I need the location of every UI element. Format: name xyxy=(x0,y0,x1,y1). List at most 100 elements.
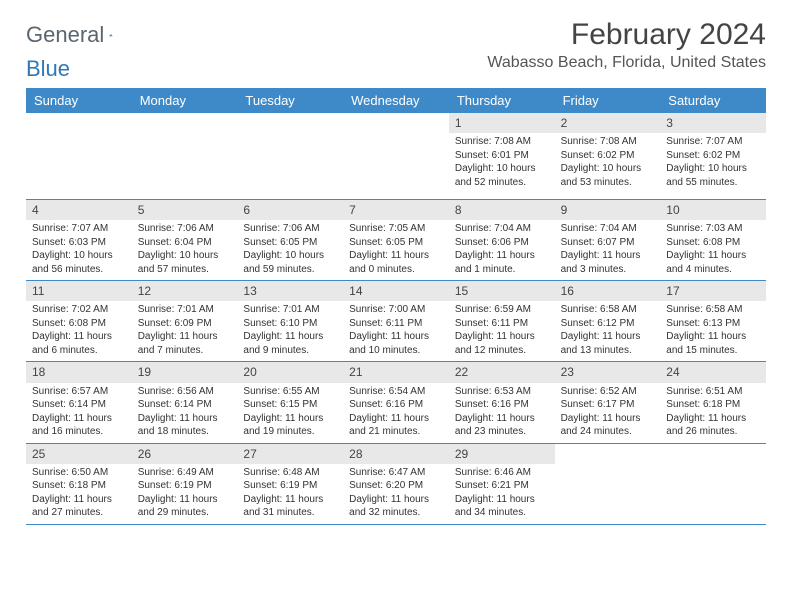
daylight-line: Daylight: 11 hours xyxy=(349,493,443,507)
daylight-line: and 16 minutes. xyxy=(32,425,126,439)
logo-sail-icon xyxy=(109,26,113,44)
sunset-line: Sunset: 6:02 PM xyxy=(666,149,760,163)
location-subtitle: Wabasso Beach, Florida, United States xyxy=(487,54,766,72)
calendar-cell: 10Sunrise: 7:03 AMSunset: 6:08 PMDayligh… xyxy=(660,200,766,280)
sunrise-line: Sunrise: 6:57 AM xyxy=(32,385,126,399)
calendar-cell: 14Sunrise: 7:00 AMSunset: 6:11 PMDayligh… xyxy=(343,281,449,361)
calendar-cell: 28Sunrise: 6:47 AMSunset: 6:20 PMDayligh… xyxy=(343,444,449,524)
day-number: 2 xyxy=(555,113,661,133)
daylight-line: Daylight: 10 hours xyxy=(455,162,549,176)
sunset-line: Sunset: 6:03 PM xyxy=(32,236,126,250)
calendar-cell: 11Sunrise: 7:02 AMSunset: 6:08 PMDayligh… xyxy=(26,281,132,361)
daylight-line: and 6 minutes. xyxy=(32,344,126,358)
daylight-line: and 24 minutes. xyxy=(561,425,655,439)
daylight-line: and 12 minutes. xyxy=(455,344,549,358)
sunset-line: Sunset: 6:09 PM xyxy=(138,317,232,331)
sunrise-line: Sunrise: 6:59 AM xyxy=(455,303,549,317)
calendar-week: 11 Sunrise: 7:02 AMSunset: 6:08 PM Dayligh… xyxy=(26,281,766,362)
calendar-cell: 7Sunrise: 7:05 AMSunset: 6:05 PMDaylight… xyxy=(343,200,449,280)
calendar-cell xyxy=(555,444,661,524)
sunset-line: Sunset: 6:21 PM xyxy=(455,479,549,493)
sunrise-line: Sunrise: 7:03 AM xyxy=(666,222,760,236)
sunrise-line: Sunrise: 6:58 AM xyxy=(666,303,760,317)
daylight-line: Daylight: 10 hours xyxy=(243,249,337,263)
sunrise-line: Sunrise: 6:51 AM xyxy=(666,385,760,399)
sunset-line: Sunset: 6:04 PM xyxy=(138,236,232,250)
sunset-line: Sunset: 6:08 PM xyxy=(666,236,760,250)
calendar-cell: 23Sunrise: 6:52 AMSunset: 6:17 PMDayligh… xyxy=(555,362,661,442)
sunrise-line: Sunrise: 7:08 AM xyxy=(561,135,655,149)
sunrise-line: Sunrise: 6:52 AM xyxy=(561,385,655,399)
daylight-line: Daylight: 11 hours xyxy=(561,412,655,426)
daylight-line: and 0 minutes. xyxy=(349,263,443,277)
daylight-line: Daylight: 11 hours xyxy=(666,330,760,344)
daylight-line: Daylight: 11 hours xyxy=(561,249,655,263)
calendar-grid: Sunday Monday Tuesday Wednesday Thursday… xyxy=(26,88,766,525)
calendar-cell: 1Sunrise: 7:08 AMSunset: 6:01 PMDaylight… xyxy=(449,113,555,199)
day-number: 3 xyxy=(660,113,766,133)
daylight-line: and 19 minutes. xyxy=(243,425,337,439)
month-title: February 2024 xyxy=(487,18,766,52)
sunset-line: Sunset: 6:08 PM xyxy=(32,317,126,331)
sunset-line: Sunset: 6:16 PM xyxy=(455,398,549,412)
calendar-cell: 26Sunrise: 6:49 AMSunset: 6:19 PMDayligh… xyxy=(132,444,238,524)
daylight-line: Daylight: 10 hours xyxy=(138,249,232,263)
sunrise-line: Sunrise: 6:56 AM xyxy=(138,385,232,399)
day-number: 6 xyxy=(237,200,343,220)
sunset-line: Sunset: 6:05 PM xyxy=(349,236,443,250)
sunset-line: Sunset: 6:10 PM xyxy=(243,317,337,331)
sunset-line: Sunset: 6:19 PM xyxy=(243,479,337,493)
daylight-line: Daylight: 11 hours xyxy=(349,330,443,344)
day-number: 19 xyxy=(132,362,238,382)
daylight-line: Daylight: 11 hours xyxy=(455,330,549,344)
daylight-line: and 32 minutes. xyxy=(349,506,443,520)
sunrise-line: Sunrise: 6:54 AM xyxy=(349,385,443,399)
calendar-cell: 24Sunrise: 6:51 AMSunset: 6:18 PMDayligh… xyxy=(660,362,766,442)
weekday-header: Friday xyxy=(555,88,661,113)
sunset-line: Sunset: 6:07 PM xyxy=(561,236,655,250)
calendar-cell: 6Sunrise: 7:06 AMSunset: 6:05 PMDaylight… xyxy=(237,200,343,280)
day-number: 10 xyxy=(660,200,766,220)
day-number: 14 xyxy=(343,281,449,301)
daylight-line: and 59 minutes. xyxy=(243,263,337,277)
day-number: 24 xyxy=(660,362,766,382)
sunset-line: Sunset: 6:14 PM xyxy=(32,398,126,412)
daylight-line: Daylight: 11 hours xyxy=(243,412,337,426)
day-number: 7 xyxy=(343,200,449,220)
calendar-week: 25Sunrise: 6:50 AMSunset: 6:18 PMDayligh… xyxy=(26,444,766,525)
daylight-line: and 10 minutes. xyxy=(349,344,443,358)
logo: General xyxy=(26,22,133,48)
daylight-line: Daylight: 11 hours xyxy=(32,493,126,507)
day-number: 22 xyxy=(449,362,555,382)
sunrise-line: Sunrise: 7:06 AM xyxy=(243,222,337,236)
daylight-line: and 57 minutes. xyxy=(138,263,232,277)
daylight-line: and 4 minutes. xyxy=(666,263,760,277)
daylight-line: and 55 minutes. xyxy=(666,176,760,190)
sunrise-line: Sunrise: 7:02 AM xyxy=(32,303,126,317)
daylight-line: and 31 minutes. xyxy=(243,506,337,520)
sunrise-line: Sunrise: 6:49 AM xyxy=(138,466,232,480)
weekday-header: Monday xyxy=(132,88,238,113)
sunrise-line: Sunrise: 7:01 AM xyxy=(243,303,337,317)
sunrise-line: Sunrise: 6:50 AM xyxy=(32,466,126,480)
weekday-header: Tuesday xyxy=(237,88,343,113)
daylight-line: Daylight: 11 hours xyxy=(138,330,232,344)
weekday-header: Saturday xyxy=(660,88,766,113)
weekday-header: Sunday xyxy=(26,88,132,113)
day-number: 18 xyxy=(26,362,132,382)
daylight-line: Daylight: 11 hours xyxy=(349,249,443,263)
daylight-line: and 15 minutes. xyxy=(666,344,760,358)
day-number: 11 xyxy=(26,281,132,301)
sunrise-line: Sunrise: 7:04 AM xyxy=(561,222,655,236)
daylight-line: Daylight: 11 hours xyxy=(455,249,549,263)
daylight-line: and 52 minutes. xyxy=(455,176,549,190)
daylight-line: Daylight: 11 hours xyxy=(666,412,760,426)
calendar-cell: 21Sunrise: 6:54 AMSunset: 6:16 PMDayligh… xyxy=(343,362,449,442)
sunrise-line: Sunrise: 7:06 AM xyxy=(138,222,232,236)
weekday-header-row: Sunday Monday Tuesday Wednesday Thursday… xyxy=(26,88,766,113)
calendar-cell: 15Sunrise: 6:59 AMSunset: 6:11 PMDayligh… xyxy=(449,281,555,361)
sunrise-line: Sunrise: 6:48 AM xyxy=(243,466,337,480)
sunset-line: Sunset: 6:13 PM xyxy=(666,317,760,331)
day-number: 25 xyxy=(26,444,132,464)
calendar-cell xyxy=(26,113,132,199)
